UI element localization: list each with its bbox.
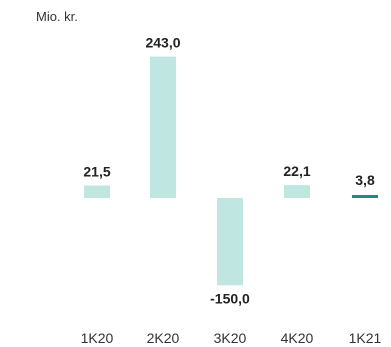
value-labels-group: 21,5 243,0 -150,0 22,1 3,8: [83, 35, 375, 307]
x-tick-4k20: 4K20: [281, 330, 314, 346]
bar-3k20: [217, 198, 243, 286]
value-label-1k20: 21,5: [83, 163, 110, 179]
bar-2k20: [150, 56, 176, 199]
value-label-2k20: 243,0: [145, 35, 180, 51]
bar-1k21: [352, 195, 378, 198]
unit-label: Mio. kr.: [36, 9, 78, 24]
x-tick-1k21: 1K21: [349, 330, 382, 346]
bar-1k20: [84, 185, 110, 198]
x-axis-tick-labels: 1K20 2K20 3K20 4K20 1K21: [81, 330, 382, 346]
x-tick-3k20: 3K20: [214, 330, 247, 346]
bar-4k20: [284, 185, 310, 198]
x-tick-2k20: 2K20: [147, 330, 180, 346]
value-label-3k20: -150,0: [210, 290, 250, 306]
value-label-4k20: 22,1: [283, 163, 310, 179]
value-label-1k21: 3,8: [355, 172, 375, 188]
x-tick-1k20: 1K20: [81, 330, 114, 346]
bars-group: [84, 56, 378, 286]
